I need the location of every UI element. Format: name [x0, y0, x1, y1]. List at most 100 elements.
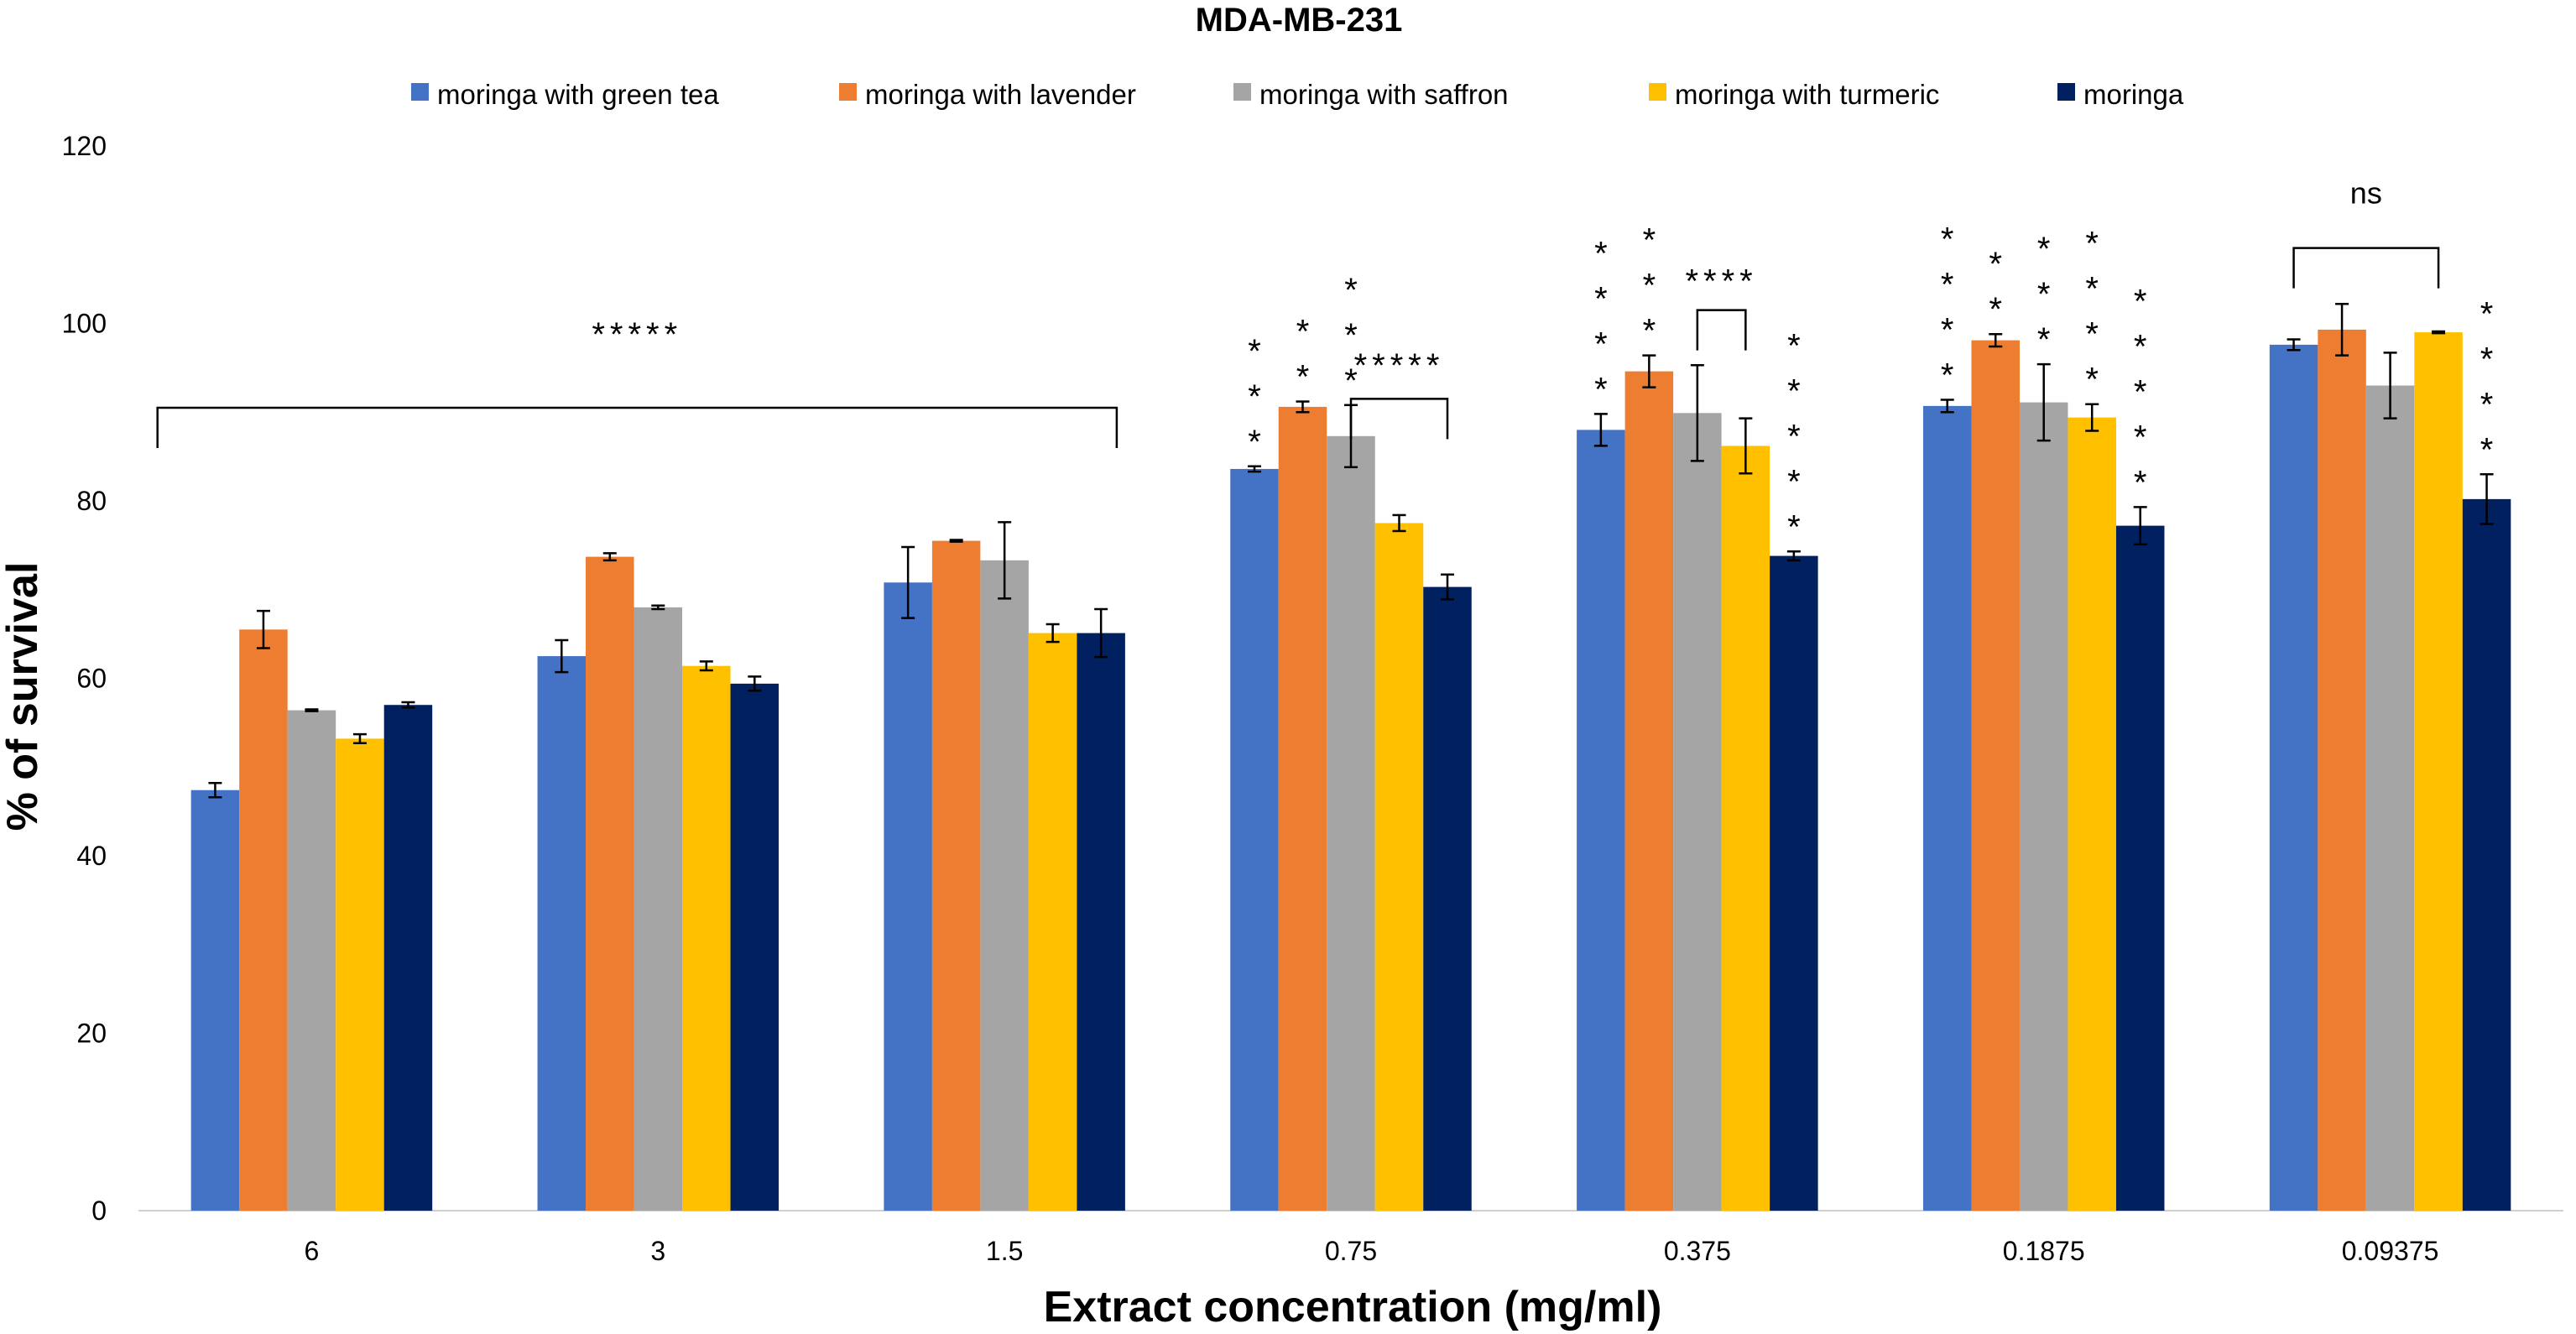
star-mark: * [1248, 333, 1261, 370]
legend-item: moringa with lavender [839, 79, 1136, 110]
x-tick-label: 0.75 [1325, 1236, 1377, 1266]
bar [884, 582, 932, 1211]
bracket-line [156, 406, 1119, 448]
legend: moringa with green tea moringa with laven… [411, 79, 2184, 110]
bar [1624, 371, 1674, 1212]
x-tick-label: 0.375 [1664, 1236, 1731, 1266]
error-bar [1940, 399, 1954, 414]
bar [1278, 406, 1327, 1211]
significance-stars: * * * [1344, 272, 1358, 399]
bracket-line [2292, 247, 2440, 289]
bar [730, 683, 780, 1211]
star-mark: * [1594, 326, 1608, 362]
bar [682, 665, 731, 1211]
star-mark: * [1344, 272, 1358, 309]
bar [239, 629, 288, 1211]
bar [336, 738, 384, 1211]
error-bar [699, 660, 713, 672]
y-tick-label: 20 [76, 1019, 107, 1049]
bar-series [383, 473, 2511, 1211]
star-mark: * [1787, 418, 1801, 455]
bar [2365, 385, 2415, 1211]
error-bar [1248, 465, 1261, 473]
bracket-label: **** [1685, 263, 1757, 300]
bar [634, 607, 683, 1211]
y-tick-label: 0 [91, 1196, 107, 1226]
error-bar [305, 708, 319, 712]
significance-bracket: ns [2292, 176, 2440, 289]
y-axis-title: % of survival [0, 562, 47, 831]
bar-series [239, 302, 2366, 1212]
star-mark: * [1989, 291, 2002, 328]
bar [190, 789, 240, 1211]
error-bar [2432, 330, 2446, 335]
star-mark: * [1787, 327, 1801, 364]
star-mark: * [2134, 283, 2147, 320]
y-tick-label: 120 [62, 131, 107, 161]
error-bar [1690, 363, 1704, 462]
x-tick-labels: 6 3 1.5 0.75 0.375 0.1875 0.09375 [305, 1236, 2439, 1266]
error-bar [555, 638, 569, 674]
star-mark: * [1643, 222, 1656, 259]
significance-stars: * * * * [2480, 295, 2494, 468]
legend-swatch [839, 83, 857, 101]
legend-label: moringa with lavender [865, 79, 1136, 110]
legend-item: moringa with green tea [411, 79, 719, 110]
star-mark: * [2085, 226, 2099, 263]
error-bar [2480, 473, 2494, 525]
y-tick-label: 100 [62, 309, 107, 339]
star-mark: * [2134, 419, 2147, 456]
error-bar [602, 552, 617, 562]
bracket-line [1349, 398, 1449, 440]
star-mark: * [1594, 235, 1608, 272]
significance-stars: * * * [2037, 231, 2051, 358]
star-mark: * [2134, 328, 2147, 365]
bar [1673, 413, 1722, 1211]
bar [1230, 468, 1279, 1211]
star-mark: * [2085, 316, 2099, 353]
error-bar [998, 521, 1012, 600]
y-tick-labels: 0 20 40 60 80 100 120 [62, 131, 107, 1226]
legend-label: moringa with green tea [437, 79, 719, 110]
bar [2115, 525, 2165, 1211]
significance-stars: * * * [1248, 333, 1261, 461]
star-mark: * [2037, 276, 2051, 313]
error-bar [2036, 362, 2051, 442]
error-bar [1642, 354, 1656, 388]
legend-swatch [1233, 83, 1251, 101]
bar [1423, 586, 1472, 1211]
significance-stars: ** [1296, 314, 1310, 396]
bar [2269, 344, 2318, 1211]
error-bar [901, 545, 915, 619]
star-mark: * [1941, 266, 1954, 303]
bar [1374, 523, 1424, 1211]
bar-series-group [190, 302, 2511, 1212]
error-bar [1786, 550, 1801, 562]
bar [586, 556, 634, 1211]
star-mark: * [1248, 424, 1261, 461]
star-mark: * [2480, 295, 2494, 332]
star-mark: * [1787, 373, 1801, 409]
error-bar [1441, 573, 1454, 601]
bar [2019, 402, 2068, 1211]
error-bar [401, 701, 415, 709]
legend-swatch [411, 83, 429, 101]
bar [2462, 498, 2511, 1211]
significance-stars: * * * * [2085, 226, 2099, 399]
bar [1028, 633, 1077, 1211]
legend-item: moringa with saffron [1233, 79, 1509, 110]
bracket-line [1696, 309, 1747, 351]
significance-stars: * * * * * [1787, 327, 1801, 545]
legend-label: moringa with turmeric [1675, 79, 1939, 110]
bar [2318, 329, 2366, 1212]
error-bar [352, 732, 367, 744]
significance-bracket: ***** [156, 316, 1119, 448]
error-bar [1739, 417, 1753, 475]
star-mark: * [1787, 508, 1801, 545]
bar [980, 560, 1029, 1211]
significance-annotations: **************ns************************… [156, 176, 2494, 545]
legend-item: moringa with turmeric [1649, 79, 1939, 110]
star-mark: * [1296, 359, 1310, 396]
star-mark: * [1344, 317, 1358, 354]
